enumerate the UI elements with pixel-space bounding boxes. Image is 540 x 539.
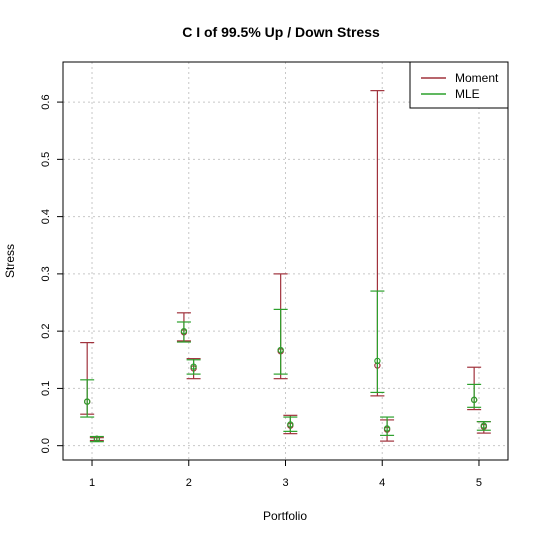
data-point [83,398,91,405]
legend: Moment MLE [409,61,509,109]
legend-label: MLE [455,87,480,101]
x-tick-label: 2 [186,477,192,489]
data-point [383,425,391,432]
series-mle [80,290,491,443]
x-tick-label: 1 [89,477,95,489]
data-point [190,363,197,370]
y-tick-label: 0.2 [40,324,52,339]
x-tick-label: 4 [379,477,385,489]
y-tick-label: 0.5 [40,152,52,167]
y-tick-label: 0.4 [40,209,52,224]
plot-frame [62,61,509,461]
x-tick-label: 5 [476,477,482,489]
axes-layer: 0.0 0.1 0.2 0.3 0.4 0.5 0.6 1 2 3 4 5 [40,94,482,489]
chart-title: C I of 99.5% Up / Down Stress [182,24,380,40]
data-point [180,327,188,335]
legend-label: Moment [455,71,499,85]
data-point [480,422,488,429]
data-point [277,346,284,354]
x-axis-label: Portfolio [263,509,307,523]
y-axis-label: Stress [3,244,17,278]
grid-layer [63,62,508,460]
data-point [287,421,294,428]
data-point [374,357,381,365]
y-tick-label: 0.0 [40,438,52,453]
legend-box [409,61,509,109]
series-layer [80,90,491,443]
data-point [93,435,101,443]
y-tick-label: 0.3 [40,266,52,281]
y-tick-label: 0.1 [40,381,52,396]
x-tick-label: 3 [282,477,288,489]
y-tick-label: 0.6 [40,94,52,109]
data-point [470,396,478,404]
